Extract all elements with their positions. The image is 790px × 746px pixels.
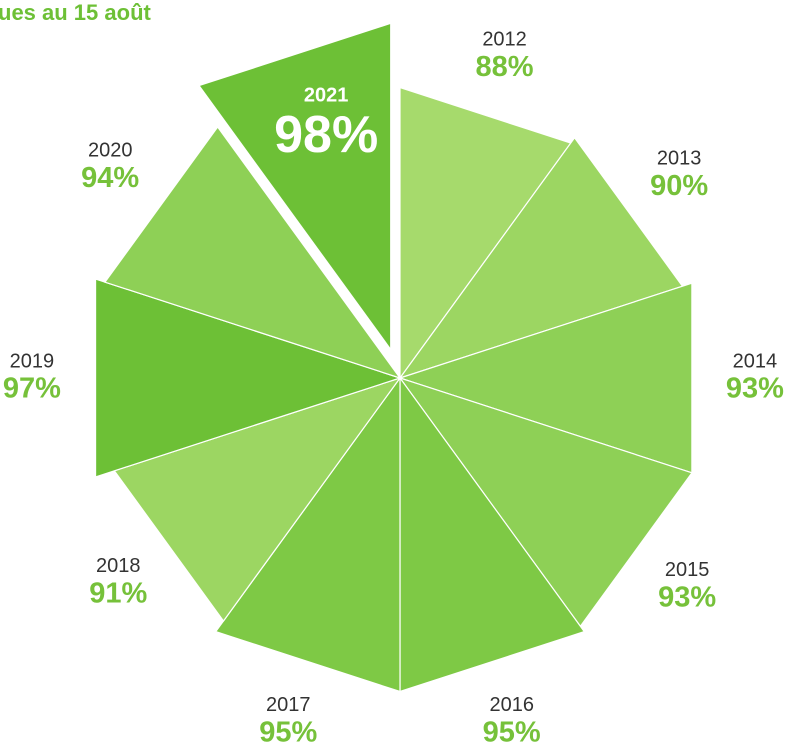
value-label: 90% [650, 170, 708, 202]
value-label: 88% [476, 51, 534, 83]
category-label: 2018 [96, 555, 141, 577]
wedge [200, 24, 391, 348]
category-label: 2013 [657, 147, 702, 169]
category-label: 2021 [304, 84, 349, 106]
value-label: 91% [89, 577, 147, 609]
category-label: 2015 [665, 559, 710, 581]
value-label: 93% [726, 373, 784, 405]
category-label: 2017 [266, 694, 311, 716]
value-label: 95% [259, 716, 317, 746]
category-label: 2012 [482, 28, 527, 50]
value-label: 97% [3, 373, 61, 405]
wedge [104, 126, 402, 380]
value-label: 98% [274, 106, 378, 164]
chart-title: ues au 15 août [0, 0, 152, 25]
value-label: 95% [483, 716, 541, 746]
value-label: 93% [658, 581, 716, 613]
value-label: 94% [81, 162, 139, 194]
category-label: 2016 [489, 694, 534, 716]
category-label: 2014 [733, 350, 778, 372]
category-label: 2020 [88, 140, 133, 162]
category-label: 2019 [10, 350, 55, 372]
